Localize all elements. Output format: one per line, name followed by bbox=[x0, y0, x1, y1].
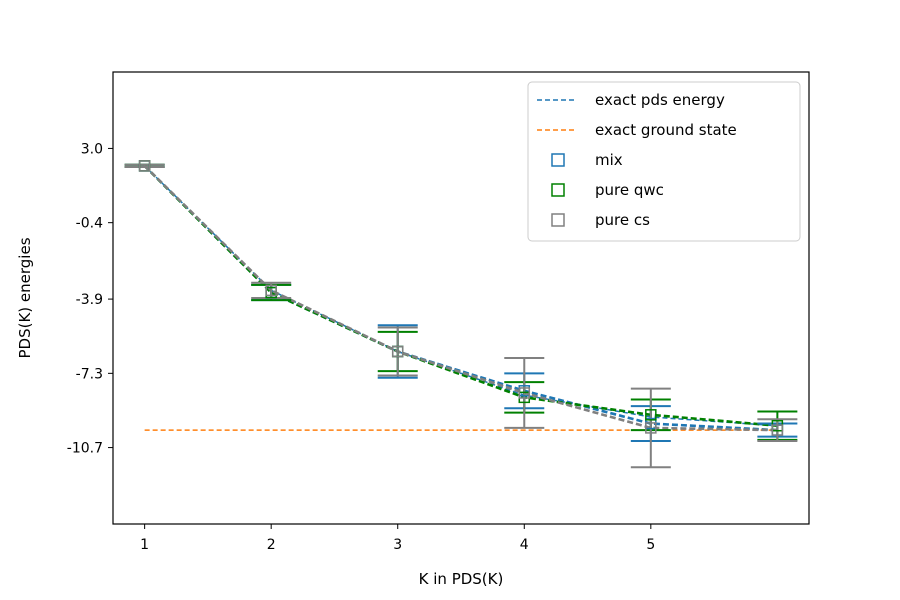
y-tick-label--3.9: -3.9 bbox=[76, 292, 103, 308]
y-tick-label-3.0: 3.0 bbox=[81, 141, 103, 157]
plot-inner bbox=[124, 160, 798, 469]
legend-swatch-mix bbox=[551, 153, 565, 167]
legend-label-mix: mix bbox=[595, 151, 623, 169]
y-tick-label--10.7: -10.7 bbox=[67, 441, 103, 457]
x-tick-label-2: 2 bbox=[267, 537, 276, 553]
marker-pure-cs-6 bbox=[771, 424, 784, 436]
legend-label-exact-ground-state: exact ground state bbox=[595, 121, 737, 139]
marker-pure-cs-5 bbox=[645, 422, 657, 434]
marker-pure-qwc-5 bbox=[645, 409, 657, 421]
y-axis-label: PDS(K) energies bbox=[16, 237, 34, 358]
x-tick-label-3: 3 bbox=[393, 537, 402, 553]
marker-pure-cs-3 bbox=[391, 345, 404, 358]
y-tick-label--0.4: -0.4 bbox=[76, 216, 103, 232]
axes-frame bbox=[112, 71, 810, 525]
legend-swatch-pure-qwc bbox=[551, 183, 565, 197]
series-line-pure-cs bbox=[143, 164, 778, 432]
x-tick-label-4: 4 bbox=[520, 537, 529, 553]
legend: exact pds energy exact ground state mix pur… bbox=[527, 81, 801, 242]
marker-pure-cs-1 bbox=[138, 160, 151, 172]
legend-box bbox=[527, 81, 801, 242]
legend-label-exact-pds-energy: exact pds energy bbox=[595, 91, 725, 109]
x-tick-label-5: 5 bbox=[646, 537, 655, 553]
axes: 1 2 3 4 5 3.0 -0.4 -3.9 -7.3 -10.7 bbox=[67, 71, 810, 553]
marker-pure-cs-2 bbox=[265, 284, 277, 297]
plot-area bbox=[124, 160, 798, 469]
y-tick-label--7.3: -7.3 bbox=[76, 366, 103, 382]
legend-label-pure-cs: pure cs bbox=[595, 211, 650, 229]
legend-label-pure-qwc: pure qwc bbox=[595, 181, 664, 199]
legend-swatch-pure-cs bbox=[551, 213, 565, 227]
x-axis-label: K in PDS(K) bbox=[419, 570, 504, 588]
x-tick-label-1: 1 bbox=[140, 537, 149, 553]
marker-pure-cs-4 bbox=[518, 387, 531, 399]
